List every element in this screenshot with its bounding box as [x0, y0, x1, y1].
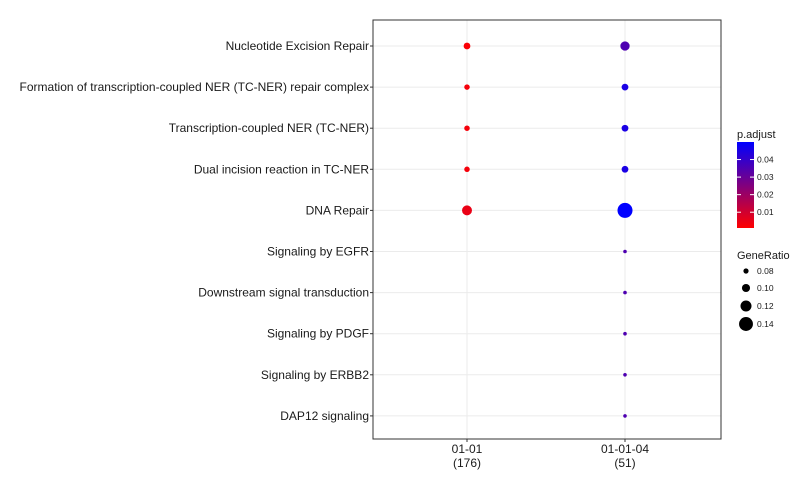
size-legend-key	[743, 268, 749, 274]
x-tick-label: 01-01-04	[601, 442, 649, 456]
size-legend-key	[739, 317, 753, 331]
y-tick-label: Transcription-coupled NER (TC-NER)	[169, 121, 369, 135]
plot-panel-border	[372, 19, 722, 440]
y-tick-label: DAP12 signaling	[280, 409, 369, 423]
gene-ratio-legend: GeneRatio 0.08 0.10 0.12 0.14	[737, 250, 790, 331]
grid-lines	[373, 20, 721, 439]
y-axis: Nucleotide Excision Repair Formation of t…	[20, 39, 373, 423]
data-point	[464, 84, 470, 90]
data-point	[621, 124, 629, 132]
y-tick-label: Signaling by EGFR	[267, 245, 369, 259]
x-axis: 01-01(176) 01-01-04(51)	[452, 439, 649, 470]
p-adjust-colorbar	[737, 142, 754, 228]
data-point	[464, 166, 470, 173]
y-tick-label: Signaling by ERBB2	[261, 368, 369, 382]
data-point	[464, 125, 470, 131]
x-tick-label: 01-01	[452, 442, 483, 456]
data-point	[623, 290, 627, 295]
y-tick-label: DNA Repair	[306, 203, 369, 217]
p-adjust-legend: p.adjust 0.04 0.03 0.02 0.01	[737, 129, 776, 228]
y-tick-label: Formation of transcription-coupled NER (…	[20, 80, 369, 94]
data-point	[462, 205, 472, 216]
colorbar-tick-label: 0.02	[757, 190, 774, 200]
x-tick-count: (176)	[453, 456, 481, 470]
y-tick-label: Downstream signal transduction	[198, 286, 369, 300]
data-points	[462, 41, 633, 418]
data-point	[620, 41, 630, 51]
data-point	[621, 83, 629, 91]
x-tick-count: (51)	[614, 456, 635, 470]
size-legend-key	[741, 283, 751, 293]
data-point	[623, 414, 627, 418]
size-legend-label: 0.10	[757, 283, 774, 293]
size-legend-label: 0.12	[757, 301, 774, 311]
p-adjust-legend-title: p.adjust	[737, 129, 776, 141]
colorbar-tick-label: 0.04	[757, 155, 774, 165]
y-tick-label: Dual incision reaction in TC-NER	[194, 162, 370, 176]
size-legend-key	[740, 300, 752, 312]
size-legend-label: 0.14	[757, 319, 774, 329]
colorbar-tick-label: 0.01	[757, 207, 774, 217]
data-point	[623, 373, 627, 377]
data-point	[463, 42, 471, 50]
gene-ratio-legend-title: GeneRatio	[737, 250, 790, 262]
y-tick-label: Nucleotide Excision Repair	[226, 39, 369, 53]
data-point	[621, 165, 629, 173]
size-legend-label: 0.08	[757, 266, 774, 276]
colorbar-tick-label: 0.03	[757, 172, 774, 182]
data-point	[617, 202, 633, 218]
data-point	[623, 249, 627, 254]
y-tick-label: Signaling by PDGF	[267, 327, 369, 341]
data-point	[623, 331, 627, 336]
